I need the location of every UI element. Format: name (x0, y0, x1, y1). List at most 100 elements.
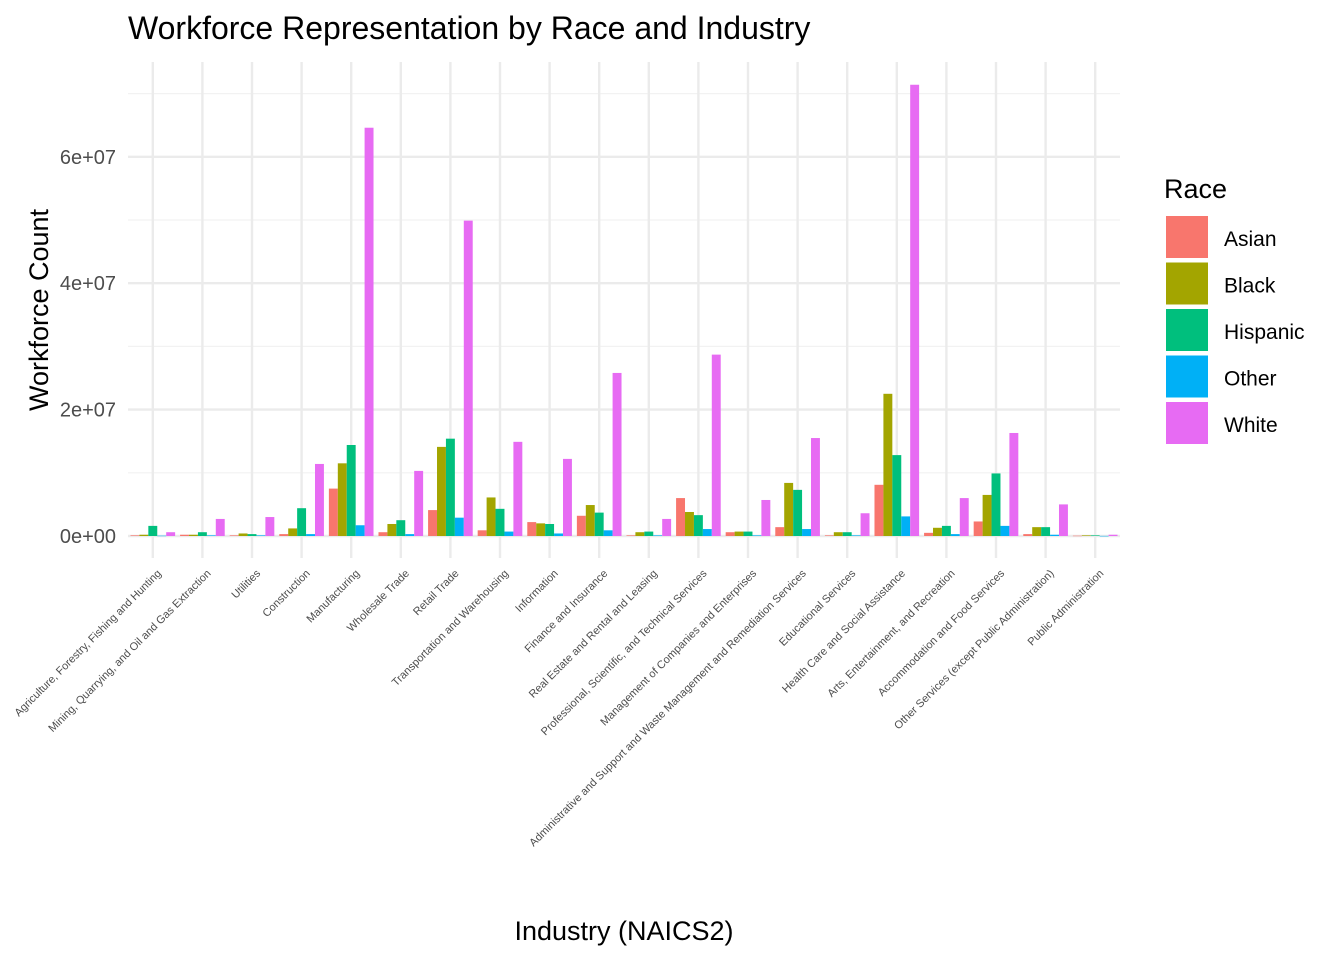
bars (130, 84, 1118, 537)
bar (603, 530, 613, 536)
bar (364, 127, 374, 536)
legend: Race Asian Black Hispanic Other White (1164, 174, 1305, 444)
legend-swatch (1166, 216, 1208, 258)
bar (1090, 535, 1100, 536)
bar (1099, 535, 1109, 537)
x-tick-label: Finance and Insurance (523, 568, 611, 656)
bar (653, 535, 663, 536)
legend-label: Hispanic (1224, 321, 1305, 344)
legend-title: Race (1164, 174, 1227, 204)
bar (833, 532, 843, 536)
bar (711, 354, 721, 536)
bar (355, 525, 365, 536)
bar (405, 534, 415, 536)
bar (504, 531, 514, 536)
bar (166, 532, 176, 536)
bar (396, 520, 406, 536)
bar (685, 511, 694, 536)
bar (414, 470, 424, 536)
bar (229, 535, 239, 536)
bar (635, 532, 645, 536)
bar (810, 438, 820, 536)
bar (860, 513, 870, 536)
bar (775, 527, 785, 536)
bar (793, 489, 803, 536)
bar (130, 535, 140, 536)
bar (297, 508, 307, 536)
bar (1000, 525, 1010, 536)
bar (337, 463, 347, 536)
bar (527, 522, 537, 536)
gridlines (128, 62, 1120, 558)
bar (545, 523, 555, 536)
y-tick-label: 6e+07 (60, 147, 116, 169)
bar (536, 523, 546, 536)
x-tick-label: Information (513, 568, 560, 615)
bar (851, 535, 861, 536)
bar (197, 532, 207, 536)
bar (1081, 535, 1091, 536)
legend-swatch (1166, 309, 1208, 351)
bar (265, 517, 275, 536)
bar (576, 515, 586, 536)
bar (1050, 534, 1059, 536)
x-axis-title: Industry (NAICS2) (514, 916, 733, 946)
bar (612, 372, 622, 536)
bar (495, 508, 505, 536)
bar (1108, 534, 1118, 536)
bar (428, 510, 438, 536)
bar (1009, 432, 1019, 536)
bar (883, 393, 893, 536)
bar (761, 499, 771, 536)
legend-swatch (1166, 262, 1208, 305)
bar (314, 463, 324, 536)
bar (445, 438, 455, 536)
bar (725, 532, 735, 536)
bar (626, 535, 636, 536)
bar (1072, 535, 1082, 537)
bar (148, 525, 158, 536)
bar (477, 530, 487, 536)
bar (802, 529, 811, 536)
bar (306, 534, 315, 536)
bar (702, 529, 712, 536)
bar (180, 534, 190, 536)
y-tick-label: 4e+07 (60, 273, 116, 295)
bar (256, 535, 266, 536)
bar (206, 535, 216, 536)
bar (437, 446, 446, 536)
bar (1058, 504, 1068, 536)
bar (513, 441, 523, 536)
bar (387, 523, 397, 536)
bar (594, 512, 604, 536)
bar (892, 455, 902, 536)
bar (991, 473, 1001, 536)
legend-label: White (1224, 414, 1278, 437)
bar (959, 498, 969, 536)
bar (463, 220, 473, 536)
bar (1041, 527, 1051, 536)
bar (973, 521, 983, 536)
bar (910, 84, 920, 536)
bar (189, 534, 198, 536)
y-tick-label: 2e+07 (60, 400, 116, 422)
bar (676, 498, 686, 536)
chart-title: Workforce Representation by Race and Ind… (128, 10, 810, 46)
bar (157, 535, 167, 537)
bar (901, 516, 911, 536)
bar (752, 535, 762, 536)
legend-label: Black (1224, 275, 1276, 298)
x-tick-label: Construction (261, 568, 313, 620)
bar (950, 534, 960, 536)
bar (743, 531, 753, 536)
bar (784, 482, 794, 536)
bar (662, 518, 672, 536)
bar (941, 525, 951, 536)
bar (454, 517, 464, 536)
bar (1023, 534, 1033, 536)
bar (346, 444, 356, 536)
bar (562, 458, 572, 536)
legend-swatch (1166, 402, 1208, 444)
